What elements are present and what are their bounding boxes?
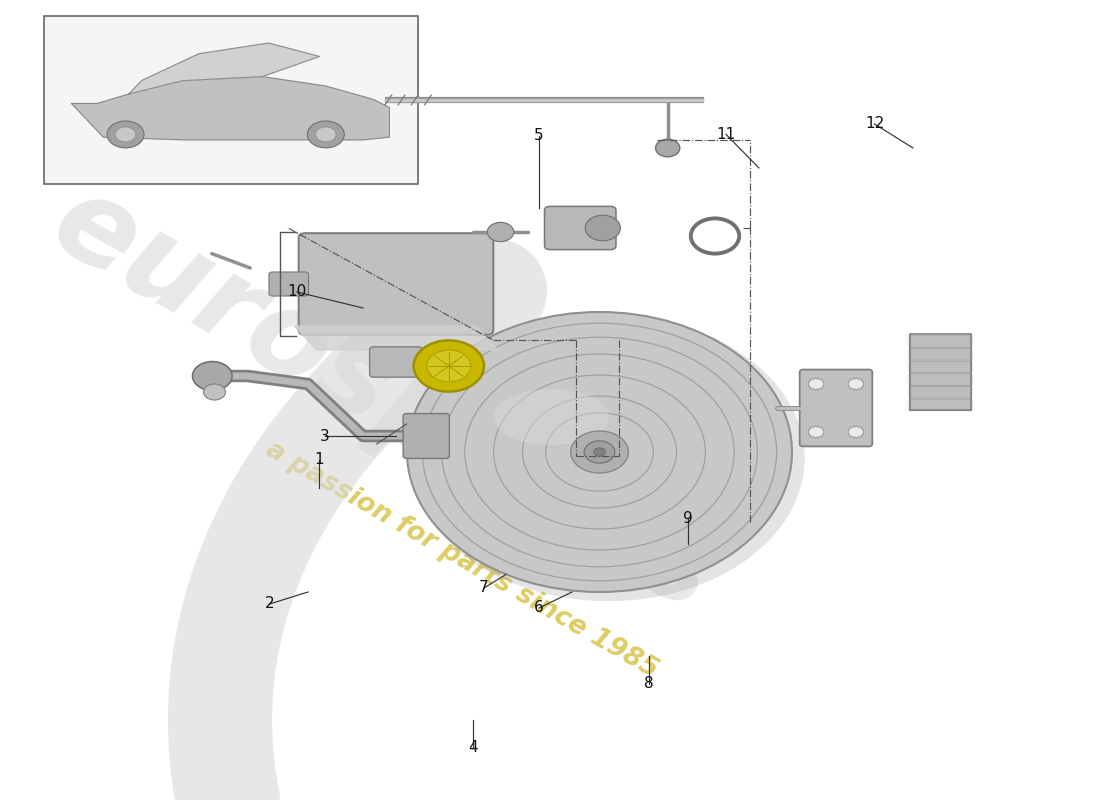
Text: a passion for parts since 1985: a passion for parts since 1985 [262,437,662,683]
Circle shape [107,121,144,148]
Circle shape [808,378,824,390]
Text: 3: 3 [320,429,329,443]
FancyBboxPatch shape [909,386,972,398]
Circle shape [427,350,471,382]
Circle shape [584,441,615,463]
Text: 1: 1 [315,453,323,467]
Circle shape [585,215,620,241]
Polygon shape [129,43,319,94]
Text: 9: 9 [683,511,692,526]
Polygon shape [294,326,497,350]
FancyBboxPatch shape [909,374,972,386]
Circle shape [808,426,824,438]
Text: 5: 5 [535,129,543,143]
FancyBboxPatch shape [800,370,872,446]
Ellipse shape [494,389,609,445]
Text: 8: 8 [645,677,653,691]
Circle shape [192,362,232,390]
Bar [911,334,970,410]
Text: 11: 11 [716,127,736,142]
Text: 7: 7 [480,581,488,595]
FancyBboxPatch shape [909,336,972,347]
FancyBboxPatch shape [909,348,972,360]
FancyBboxPatch shape [404,414,450,458]
Bar [44,16,418,184]
FancyBboxPatch shape [909,399,972,411]
Polygon shape [72,77,389,140]
Text: 10: 10 [287,285,307,299]
Text: 4: 4 [469,741,477,755]
FancyBboxPatch shape [544,206,616,250]
FancyBboxPatch shape [370,347,422,378]
Circle shape [316,127,336,142]
Text: 6: 6 [535,601,543,615]
Ellipse shape [412,315,805,602]
Text: eurospares: eurospares [33,164,737,636]
Circle shape [116,127,135,142]
Circle shape [307,121,344,148]
FancyBboxPatch shape [298,233,493,334]
Circle shape [848,426,864,438]
Circle shape [594,448,605,456]
Circle shape [487,222,514,242]
Circle shape [656,139,680,157]
Text: 2: 2 [265,597,274,611]
Circle shape [571,431,628,473]
Circle shape [204,384,226,400]
FancyBboxPatch shape [268,272,308,296]
Circle shape [848,378,864,390]
FancyBboxPatch shape [909,361,972,373]
Text: 12: 12 [865,117,884,131]
Circle shape [407,312,792,592]
Circle shape [414,341,484,392]
